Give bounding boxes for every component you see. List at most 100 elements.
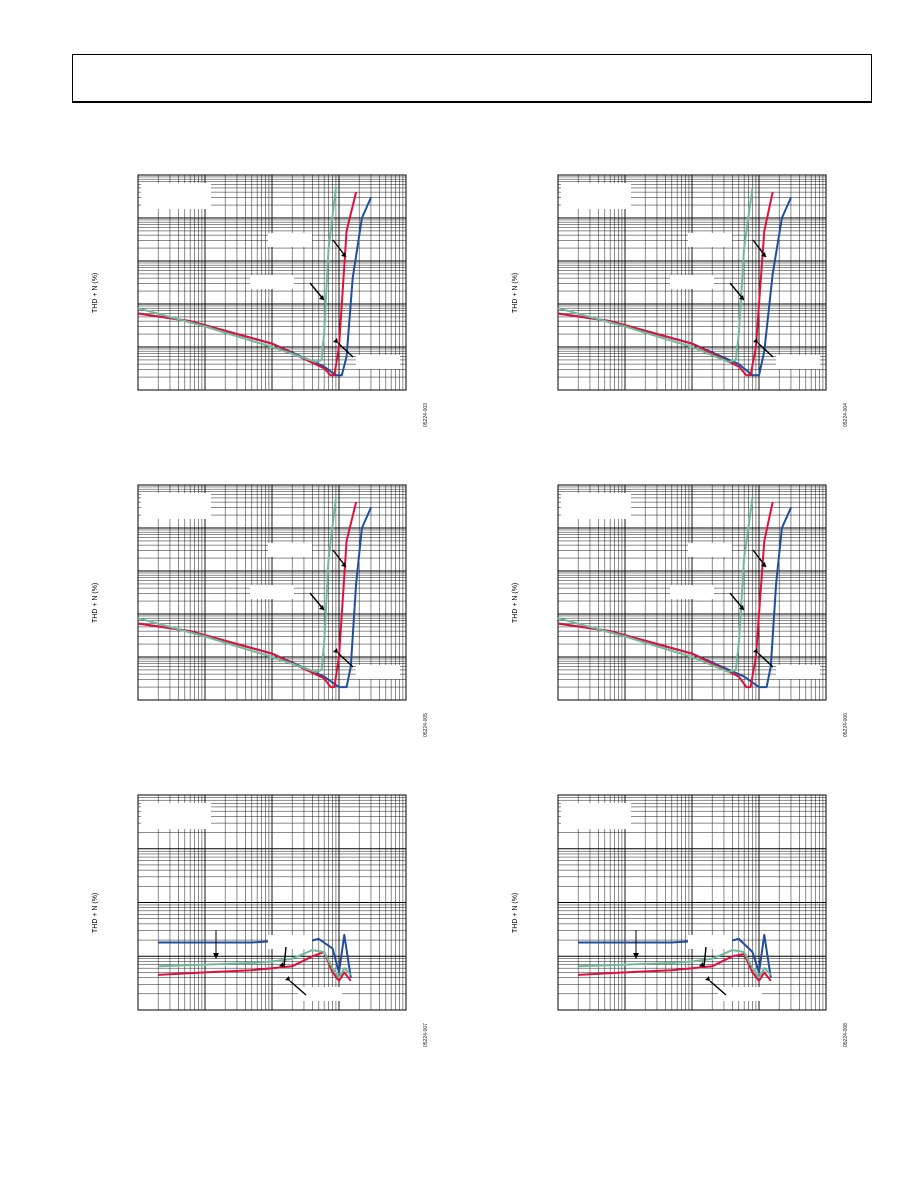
chart-svg-6 <box>557 794 827 1011</box>
chart-panel-2: THD + N (%) 05224-004 <box>512 174 849 465</box>
plot-frame <box>557 174 827 391</box>
callout-arrowhead-1 <box>341 252 346 257</box>
figure-id: 05224-007 <box>423 1023 429 1047</box>
chart-panel-5: THD + N (%) 05224-007 <box>92 794 429 1085</box>
figure-id: 05224-004 <box>843 403 849 427</box>
callout-box-1 <box>688 935 732 949</box>
callout-arrowhead-left <box>213 953 219 959</box>
chart-svg-3 <box>137 484 407 701</box>
callout-arrow-3 <box>337 342 354 358</box>
callout-arrowhead-1 <box>761 252 766 257</box>
series-line-3 <box>557 187 754 363</box>
y-axis-label: THD + N (%) <box>92 582 99 623</box>
plot-frame <box>137 794 407 1011</box>
plot-area <box>557 174 827 391</box>
plot-area <box>557 794 827 1011</box>
conditions-box <box>141 493 211 519</box>
chart-panel-4: THD + N (%) 05224-006 <box>512 484 849 775</box>
plot-frame <box>137 174 407 391</box>
conditions-box <box>141 803 211 829</box>
callout-box-3 <box>776 665 820 679</box>
series-line-2 <box>557 501 774 689</box>
series-line-2 <box>557 191 774 377</box>
plot-area <box>137 794 407 1011</box>
callout-box-1 <box>688 543 732 557</box>
callout-box-3 <box>776 355 820 369</box>
callout-arrowhead-2 <box>739 605 744 610</box>
page-header-box <box>72 54 872 103</box>
callout-box-1 <box>688 233 732 247</box>
gridlines <box>137 795 406 1011</box>
callout-box-1 <box>268 935 312 949</box>
callout-box-2 <box>670 585 714 599</box>
plot-frame <box>557 794 827 1011</box>
callout-arrowhead-2 <box>285 976 290 981</box>
chart-svg-5 <box>137 794 407 1011</box>
callout-arrow-3 <box>757 652 774 668</box>
callout-arrow-1 <box>703 946 707 968</box>
callout-arrowhead-2 <box>319 295 324 300</box>
series-line-3 <box>137 497 337 673</box>
callout-arrowhead-3 <box>333 338 338 343</box>
series-line-3 <box>137 187 337 363</box>
callout-arrowhead-3 <box>753 648 758 653</box>
figure-id: 05224-003 <box>423 403 429 427</box>
chart-panel-3: THD + N (%) 05224-005 <box>92 484 429 775</box>
series-line-3 <box>578 949 772 979</box>
chart-svg-1 <box>137 174 407 391</box>
plot-area <box>137 174 407 391</box>
callout-arrow-1 <box>283 946 287 968</box>
gridlines <box>137 175 406 391</box>
callout-box-3 <box>356 355 400 369</box>
callout-arrowhead-2 <box>705 976 710 981</box>
callout-arrowhead-3 <box>753 338 758 343</box>
gridlines <box>557 795 826 1011</box>
callout-box-1 <box>268 233 312 247</box>
chart-panel-6: THD + N (%) 05224-008 <box>512 794 849 1085</box>
y-axis-label: THD + N (%) <box>512 582 519 623</box>
y-axis-label: THD + N (%) <box>92 892 99 933</box>
callout-arrowhead-left <box>633 953 639 959</box>
callout-box-3 <box>356 665 400 679</box>
series-line-2 <box>137 501 358 689</box>
conditions-box <box>141 183 211 209</box>
series-line-3 <box>557 497 754 673</box>
plot-frame <box>137 484 407 701</box>
chart-panel-1: THD + N (%) 05224-003 <box>92 174 429 465</box>
plot-area <box>557 484 827 701</box>
y-axis-label: THD + N (%) <box>512 892 519 933</box>
callout-arrow-2 <box>289 980 307 996</box>
chart-svg-4 <box>557 484 827 701</box>
y-axis-label: THD + N (%) <box>512 272 519 313</box>
chart-svg-2 <box>557 174 827 391</box>
figure-id: 05224-005 <box>423 713 429 737</box>
series-line-2 <box>158 951 352 982</box>
callout-box-2 <box>250 585 294 599</box>
plot-frame <box>557 484 827 701</box>
callout-arrow-3 <box>757 342 774 358</box>
callout-arrowhead-2 <box>319 605 324 610</box>
callout-arrowhead-2 <box>739 295 744 300</box>
series-line-2 <box>137 191 358 377</box>
series-line-2 <box>578 953 772 982</box>
callout-arrowhead-3 <box>333 648 338 653</box>
callout-arrow-2 <box>709 980 727 996</box>
conditions-box <box>561 183 631 209</box>
figure-id: 05224-006 <box>843 713 849 737</box>
series-line-3 <box>158 949 352 979</box>
callout-arrow-3 <box>337 652 354 668</box>
conditions-box <box>561 493 631 519</box>
y-axis-label: THD + N (%) <box>92 272 99 313</box>
callout-arrowhead-1 <box>761 562 766 567</box>
figure-id: 05224-008 <box>843 1023 849 1047</box>
plot-area <box>137 484 407 701</box>
callout-arrowhead-1 <box>341 562 346 567</box>
callout-box-2 <box>298 987 342 1001</box>
callout-arrowhead-1 <box>279 962 284 967</box>
callout-box-2 <box>250 275 294 289</box>
conditions-box <box>561 803 631 829</box>
callout-arrowhead-1 <box>699 962 704 967</box>
callout-box-2 <box>718 987 762 1001</box>
callout-box-1 <box>268 543 312 557</box>
callout-box-2 <box>670 275 714 289</box>
